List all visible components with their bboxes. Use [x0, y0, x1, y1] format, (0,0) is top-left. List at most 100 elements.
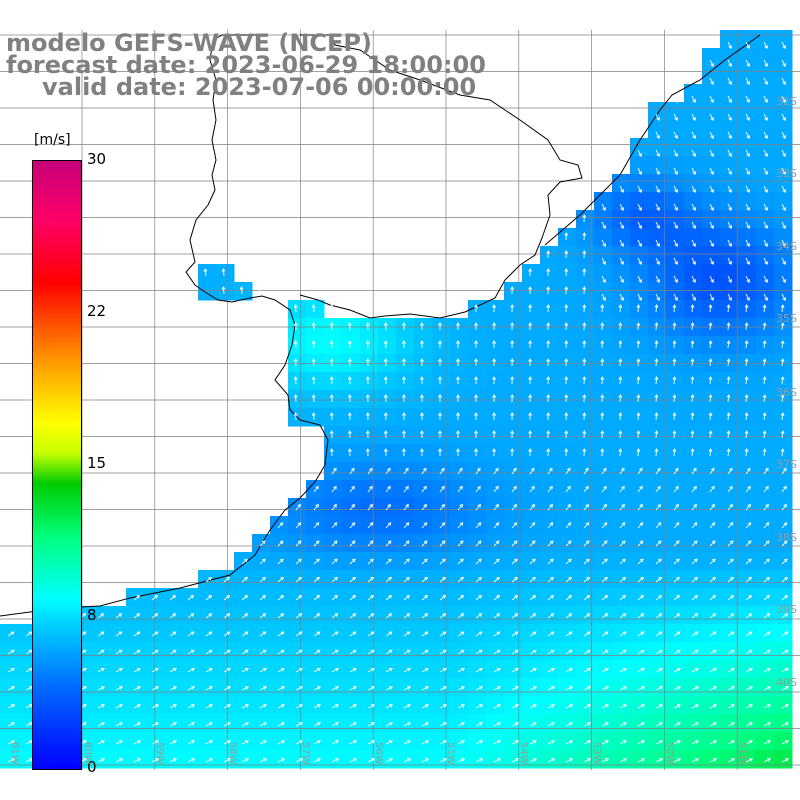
wind-cell	[450, 606, 469, 625]
wind-cell	[720, 246, 739, 265]
wind-cell	[738, 336, 757, 355]
wind-cell	[108, 696, 127, 715]
wind-arrow	[331, 686, 339, 691]
wind-arrow	[223, 668, 231, 673]
wind-arrow	[781, 595, 789, 601]
wind-cell	[396, 516, 415, 535]
wind-cell	[648, 282, 667, 301]
wind-cell	[702, 750, 721, 769]
wind-cell	[594, 228, 613, 247]
wind-arrow	[690, 430, 695, 439]
wind-arrow	[529, 540, 536, 547]
wind-arrow	[493, 740, 501, 745]
wind-cell	[360, 498, 379, 517]
wind-cell	[594, 624, 613, 643]
wind-arrow	[780, 304, 785, 313]
wind-arrow	[474, 358, 478, 367]
wind-cell	[702, 534, 721, 553]
wind-arrow	[241, 595, 249, 601]
forecast-date: forecast date: 2023-06-29 18:00:00	[6, 51, 486, 79]
wind-cell	[666, 714, 685, 733]
wind-arrow	[601, 203, 606, 211]
wind-arrow	[403, 758, 411, 763]
wind-cell	[612, 606, 631, 625]
wind-arrow	[383, 376, 388, 385]
wind-cell	[234, 570, 253, 589]
wind-cell	[270, 606, 289, 625]
wind-arrow	[636, 322, 641, 331]
wind-arrow	[745, 485, 751, 493]
wind-cell	[288, 552, 307, 571]
wind-cell	[162, 660, 181, 679]
wind-cell	[648, 534, 667, 553]
wind-cell	[774, 300, 793, 319]
wind-cell	[594, 606, 613, 625]
lat-label-38s: 38S	[776, 531, 797, 544]
wind-arrow	[97, 740, 105, 745]
wind-cell	[630, 390, 649, 409]
wind-arrow	[331, 522, 338, 529]
wind-arrow	[7, 649, 15, 655]
wind-arrow	[781, 149, 786, 157]
wind-cell	[216, 624, 235, 643]
wind-cell	[252, 642, 271, 661]
wind-arrow	[745, 686, 753, 691]
wind-cell	[720, 210, 739, 229]
wind-cell	[396, 480, 415, 499]
wind-arrow	[583, 613, 591, 619]
wind-cell	[684, 498, 703, 517]
wind-cell	[522, 552, 541, 571]
wind-cell	[612, 282, 631, 301]
wind-arrow	[475, 722, 483, 727]
wind-arrow	[583, 631, 591, 637]
wind-cell	[486, 462, 505, 481]
wind-cell	[324, 408, 343, 427]
wind-cell	[468, 444, 487, 463]
wind-arrow	[727, 613, 735, 619]
wind-arrow	[347, 412, 352, 421]
wind-arrow	[421, 467, 427, 475]
wind-cell	[468, 390, 487, 409]
wind-arrow	[528, 376, 533, 385]
wind-cell	[540, 552, 559, 571]
wind-cell	[306, 570, 325, 589]
wind-arrow	[439, 668, 447, 673]
wind-arrow	[673, 221, 678, 229]
wind-arrow	[547, 485, 553, 493]
wind-arrow	[672, 394, 677, 403]
wind-arrow	[293, 394, 298, 403]
wind-arrow	[709, 704, 717, 709]
wind-cell	[360, 372, 379, 391]
wind-cell	[504, 282, 523, 301]
wind-arrow	[637, 275, 642, 283]
wind-cell	[288, 534, 307, 553]
wind-cell	[702, 498, 721, 517]
wind-arrow	[601, 293, 606, 301]
wind-arrow	[709, 668, 717, 673]
wind-arrow	[402, 358, 406, 367]
wind-arrow	[528, 322, 533, 331]
wind-cell	[486, 300, 505, 319]
wind-arrow	[169, 686, 177, 691]
wind-arrow	[600, 430, 605, 439]
wind-arrow	[403, 522, 410, 529]
wind-cell	[504, 678, 523, 697]
wind-cell	[216, 282, 235, 301]
wind-arrow	[565, 631, 573, 637]
wind-arrow	[618, 430, 623, 439]
wind-cell	[612, 552, 631, 571]
wind-cell	[396, 336, 415, 355]
wind-cell	[504, 606, 523, 625]
wind-arrow	[385, 503, 391, 511]
wind-arrow	[365, 376, 370, 385]
wind-arrow	[781, 668, 789, 673]
wind-cell	[738, 570, 757, 589]
wind-cell	[414, 588, 433, 607]
wind-arrow	[311, 376, 316, 385]
wind-cell	[738, 534, 757, 553]
wind-cell	[540, 660, 559, 679]
wind-cell	[630, 498, 649, 517]
wind-cell	[612, 408, 631, 427]
wind-arrow	[349, 522, 356, 529]
wind-arrow	[636, 448, 641, 457]
